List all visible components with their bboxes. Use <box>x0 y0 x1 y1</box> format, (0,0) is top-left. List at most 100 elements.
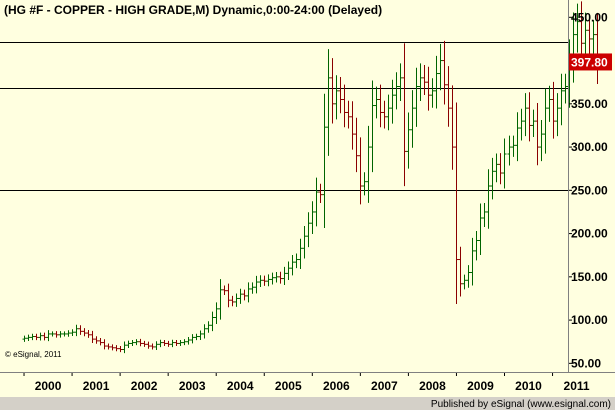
ohlc-bar <box>434 55 439 109</box>
ohlc-bar <box>450 85 455 170</box>
ohlc-bars-layer <box>22 1 600 354</box>
ohlc-bar <box>198 330 203 340</box>
ohlc-bar <box>190 334 195 344</box>
ohlc-bar <box>579 1 584 64</box>
copyright-note: © eSignal, 2011 <box>5 350 62 359</box>
ohlc-bar <box>575 3 580 53</box>
x-axis-panel <box>0 372 615 397</box>
ohlc-bar <box>362 172 367 196</box>
plot-area[interactable] <box>0 0 568 372</box>
ohlc-bar <box>238 288 243 304</box>
ohlc-bar <box>430 78 435 108</box>
ohlc-bar <box>278 271 283 284</box>
y-tick-label: 250.00 <box>571 183 608 197</box>
last-price-value: 397.80 <box>571 55 608 69</box>
y-tick-label: 150.00 <box>571 270 608 284</box>
ohlc-bar <box>310 201 315 234</box>
ohlc-bar <box>422 64 427 96</box>
ohlc-bar <box>158 339 163 348</box>
ohlc-bar <box>551 81 556 139</box>
ohlc-bar <box>342 84 347 128</box>
ohlc-bar <box>490 157 495 200</box>
ohlc-bar <box>30 333 35 341</box>
publisher-credit: Published by eSignal (www.esignal.com) <box>431 399 611 410</box>
ohlc-bar <box>583 12 588 61</box>
ohlc-bar <box>414 67 419 127</box>
ohlc-bar <box>230 295 235 307</box>
ohlc-bar <box>458 246 463 297</box>
ohlc-bar <box>150 343 155 350</box>
ohlc-bar <box>234 293 239 307</box>
ohlc-bar <box>130 339 135 347</box>
ohlc-bar <box>114 345 119 352</box>
ohlc-bar <box>591 20 596 54</box>
ohlc-bar <box>390 79 395 124</box>
x-tick-label: 2006 <box>323 379 350 393</box>
ohlc-bar <box>186 337 191 345</box>
ohlc-bar <box>102 339 107 350</box>
y-tick-label: 200.00 <box>571 227 608 241</box>
y-tick-label: 300.00 <box>571 140 608 154</box>
ohlc-bar <box>66 330 71 337</box>
ohlc-bar <box>246 282 251 303</box>
ohlc-bar <box>515 112 520 162</box>
x-tick-label: 2004 <box>227 379 254 393</box>
ohlc-bar <box>354 117 359 173</box>
ohlc-bar <box>346 100 351 129</box>
ohlc-bar <box>162 339 167 347</box>
x-tick-label: 2005 <box>275 379 302 393</box>
horizontal-lines-layer <box>0 42 568 191</box>
x-tick-label: 2009 <box>467 379 494 393</box>
ohlc-bar <box>110 344 115 351</box>
ohlc-bar <box>466 265 471 288</box>
ohlc-bar <box>539 120 544 162</box>
ohlc-bar <box>274 271 279 283</box>
ohlc-bar <box>494 153 499 183</box>
ohlc-bar <box>226 283 231 308</box>
ohlc-bar <box>378 84 383 128</box>
ohlc-bar <box>214 302 219 324</box>
ohlc-bar <box>118 346 123 353</box>
ohlc-bar <box>286 261 291 281</box>
ohlc-bar <box>218 279 223 320</box>
ohlc-bar <box>54 331 59 338</box>
ohlc-bar <box>386 94 391 131</box>
ohlc-bar <box>202 324 207 339</box>
y-tick-label: 350.00 <box>571 97 608 111</box>
ohlc-bar <box>122 341 127 354</box>
ohlc-bar <box>442 40 447 105</box>
ohlc-bar <box>294 253 299 269</box>
ohlc-bar <box>426 66 431 111</box>
last-price-badge <box>569 53 612 71</box>
x-axis-ticks: 2000 2001 2002 2003 2004 2005 2006 2007 2008 2009… <box>23 372 590 393</box>
ohlc-bar <box>334 75 339 120</box>
ohlc-bar <box>519 108 524 141</box>
ohlc-bar <box>46 330 51 342</box>
ohlc-bar <box>58 331 63 338</box>
ohlc-bar <box>555 93 560 137</box>
ohlc-bar <box>326 49 331 156</box>
ohlc-bar <box>34 333 39 341</box>
ohlc-bar <box>318 183 323 203</box>
ohlc-bar <box>511 135 516 157</box>
ohlc-bar <box>82 328 87 337</box>
ohlc-bar <box>242 289 247 301</box>
x-tick-label: 2010 <box>515 379 542 393</box>
ohlc-bar <box>290 254 295 276</box>
ohlc-bar <box>262 275 267 286</box>
ohlc-bar <box>438 43 443 91</box>
ohlc-bar <box>302 225 307 259</box>
ohlc-bar <box>330 58 335 124</box>
ohlc-bar <box>62 331 67 337</box>
ohlc-bar <box>454 102 459 305</box>
ohlc-bar <box>126 340 131 348</box>
x-tick-label: 2008 <box>419 379 446 393</box>
ohlc-bar <box>178 339 183 347</box>
ohlc-bar <box>222 285 227 296</box>
x-tick-label: 2007 <box>371 379 398 393</box>
ohlc-bar <box>174 339 179 347</box>
x-tick-label: 2000 <box>35 379 62 393</box>
ohlc-bar <box>50 331 55 337</box>
ohlc-bar <box>266 274 271 287</box>
